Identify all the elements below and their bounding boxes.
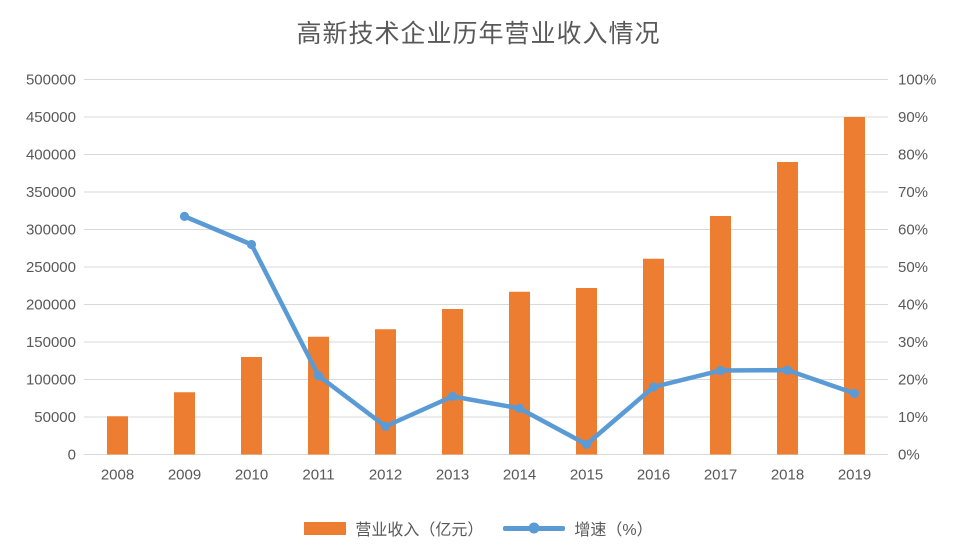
growth-line-swatch-icon xyxy=(503,522,566,534)
left-axis-tick-label: 50000 xyxy=(34,409,76,426)
right-axis-tick-label: 40% xyxy=(898,297,928,314)
right-axis-tick-label: 30% xyxy=(898,334,928,351)
left-axis-tick-label: 300000 xyxy=(26,222,76,239)
left-axis-tick-label: 400000 xyxy=(26,147,76,164)
revenue-bar-2016 xyxy=(643,258,664,455)
growth-point-2010 xyxy=(246,239,257,250)
growth-point-2019 xyxy=(849,388,860,398)
left-axis-tick-label: 450000 xyxy=(26,109,76,126)
revenue-bar-2008 xyxy=(107,416,128,455)
x-axis-year-label: 2009 xyxy=(168,467,201,484)
right-axis-tick-label: 70% xyxy=(898,184,928,201)
revenue-bar-2011 xyxy=(308,336,329,455)
left-axis-tick-label: 500000 xyxy=(26,72,76,89)
left-axis-tick-label: 0 xyxy=(68,447,76,464)
x-axis-year-label: 2014 xyxy=(503,467,536,484)
revenue-bar-2012 xyxy=(375,329,396,455)
right-axis-tick-label: 50% xyxy=(898,259,928,276)
revenue-bar-2017 xyxy=(710,216,731,455)
chart-legend: 营业收入（亿元） 增速（%） xyxy=(0,516,957,540)
legend-label-revenue: 营业收入（亿元） xyxy=(355,522,484,539)
x-axis-year-label: 2018 xyxy=(771,467,804,484)
growth-point-2016 xyxy=(648,382,659,392)
growth-point-2011 xyxy=(313,371,324,381)
left-axis-tick-label: 200000 xyxy=(26,297,76,314)
right-axis-tick-label: 90% xyxy=(898,109,928,126)
right-axis-tick-label: 10% xyxy=(898,409,928,426)
right-axis-tick-label: 100% xyxy=(898,72,936,89)
left-axis-tick-label: 150000 xyxy=(26,334,76,351)
revenue-bar-swatch-icon xyxy=(304,521,347,535)
legend-item-growth: 增速（%） xyxy=(503,516,653,540)
x-axis-year-label: 2008 xyxy=(101,467,134,484)
x-axis-year-label: 2010 xyxy=(235,467,268,484)
x-axis-year-label: 2013 xyxy=(436,467,469,484)
x-axis-year-label: 2016 xyxy=(637,467,670,484)
x-axis-year-label: 2017 xyxy=(704,467,737,484)
growth-point-2009 xyxy=(179,211,190,221)
growth-point-2017 xyxy=(715,365,726,376)
revenue-bar-2014 xyxy=(509,291,530,455)
left-axis-tick-label: 350000 xyxy=(26,184,76,201)
revenue-bar-2009 xyxy=(174,392,195,455)
growth-point-2012 xyxy=(380,421,391,431)
legend-item-revenue: 营业收入（亿元） xyxy=(304,516,483,540)
revenue-bar-2013 xyxy=(442,309,463,455)
x-axis-year-label: 2012 xyxy=(369,467,402,484)
left-axis-tick-label: 250000 xyxy=(26,259,76,276)
revenue-bar-2019 xyxy=(844,117,865,455)
right-axis-tick-label: 0% xyxy=(898,447,920,464)
revenue-bar-2010 xyxy=(241,357,262,455)
growth-point-2013 xyxy=(447,391,458,401)
growth-line-marker-icon xyxy=(528,522,540,534)
right-axis-tick-label: 60% xyxy=(898,222,928,239)
right-axis-tick-label: 80% xyxy=(898,147,928,164)
legend-label-growth: 增速（%） xyxy=(574,522,653,539)
revenue-bar-2018 xyxy=(777,162,798,455)
x-axis-year-label: 2011 xyxy=(302,467,334,484)
chart-title: 高新技术企业历年营业收入情况 xyxy=(296,21,661,48)
x-axis-year-label: 2019 xyxy=(838,467,871,484)
x-axis-year-label: 2015 xyxy=(570,467,603,484)
left-axis-tick-label: 100000 xyxy=(26,372,76,389)
growth-point-2015 xyxy=(581,439,592,449)
right-axis-tick-label: 20% xyxy=(898,372,928,389)
growth-point-2018 xyxy=(782,365,793,375)
revenue-bar-2015 xyxy=(576,288,597,455)
growth-point-2014 xyxy=(514,403,525,413)
